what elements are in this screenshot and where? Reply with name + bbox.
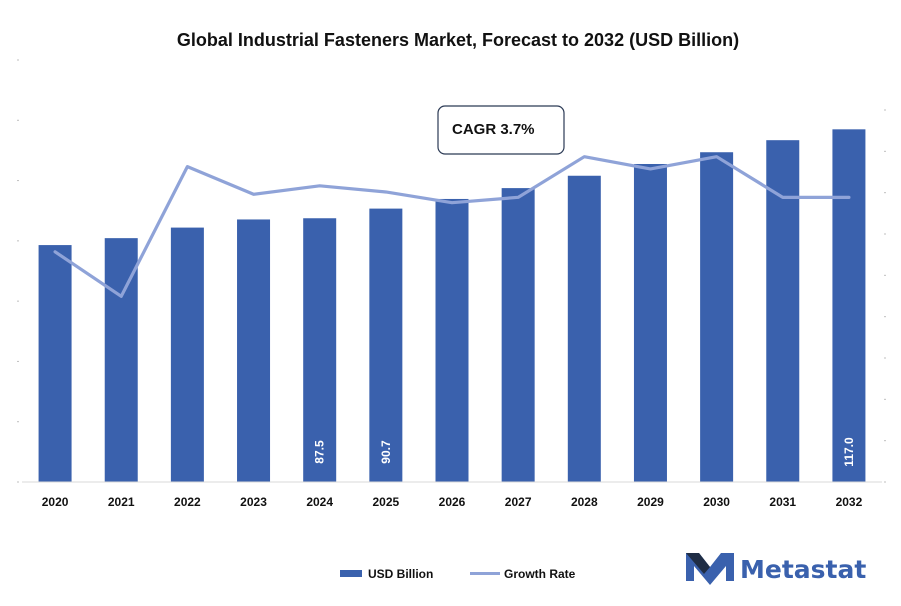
data-label-2032: 117.0 xyxy=(842,437,856,467)
left-axis-ticks xyxy=(17,59,19,483)
x-tick-label: 2025 xyxy=(372,495,399,509)
x-tick-label: 2029 xyxy=(637,495,664,509)
bar-2026 xyxy=(435,198,469,483)
left-axis-tick xyxy=(17,421,19,423)
bar-2028 xyxy=(567,175,601,482)
x-tick-label: 2030 xyxy=(703,495,730,509)
x-tick-label: 2021 xyxy=(108,495,135,509)
right-axis-tick xyxy=(884,150,886,152)
x-tick-label: 2020 xyxy=(42,495,69,509)
right-axis-tick xyxy=(884,316,886,318)
cagr-callout-box xyxy=(437,105,565,155)
data-label-2024: 87.5 xyxy=(313,440,327,464)
right-axis-tick xyxy=(884,481,886,483)
data-label-2025: 90.7 xyxy=(379,440,393,464)
cagr-callout: CAGR 3.7% xyxy=(437,105,565,155)
left-axis-tick xyxy=(17,240,19,242)
data-labels: 87.5 90.7 117.0 xyxy=(313,437,856,467)
chart-title: Global Industrial Fasteners Market, Fore… xyxy=(177,30,739,50)
x-tick-label: 2026 xyxy=(439,495,466,509)
growth-rate-line xyxy=(53,155,851,298)
bar-series xyxy=(38,129,866,483)
right-axis-tick xyxy=(884,440,886,442)
right-axis-tick xyxy=(884,274,886,276)
right-axis-ticks xyxy=(884,109,886,483)
cagr-callout-text: CAGR 3.7% xyxy=(452,121,535,138)
right-axis-tick xyxy=(884,357,886,359)
left-axis-tick xyxy=(17,360,19,362)
left-axis-tick xyxy=(17,180,19,182)
x-tick-label: 2028 xyxy=(571,495,598,509)
legend-label-growth-rate: Growth Rate xyxy=(504,567,576,581)
bar-2021 xyxy=(104,238,138,482)
legend: USD Billion Growth Rate xyxy=(340,567,576,581)
left-axis-tick xyxy=(17,481,19,483)
x-tick-label: 2022 xyxy=(174,495,201,509)
bar-2029 xyxy=(633,163,667,482)
bar-2024 xyxy=(303,218,337,482)
x-tick-label: 2031 xyxy=(769,495,796,509)
left-axis-tick xyxy=(17,59,19,61)
bar-2020 xyxy=(38,245,72,482)
x-tick-label: 2023 xyxy=(240,495,267,509)
right-axis-tick xyxy=(884,192,886,194)
brand-logo: Metastat xyxy=(686,553,866,585)
bar-2025 xyxy=(369,208,403,482)
right-axis-tick xyxy=(884,398,886,400)
metastat-m-logo-accent-icon xyxy=(686,553,710,574)
legend-swatch-usd-billion xyxy=(340,570,362,577)
x-tick-label: 2024 xyxy=(306,495,333,509)
brand-name: Metastat xyxy=(740,555,866,584)
bar-2023 xyxy=(237,219,271,482)
x-tick-labels: 2020 2021 2022 2023 2024 2025 2026 2027 2028 2029… xyxy=(42,495,863,509)
left-axis-tick xyxy=(17,119,19,121)
bar-2027 xyxy=(501,188,535,482)
x-tick-label: 2027 xyxy=(505,495,532,509)
bar-2032 xyxy=(832,129,866,483)
bar-2030 xyxy=(700,152,734,483)
right-axis-tick xyxy=(884,233,886,235)
left-axis-tick xyxy=(17,300,19,302)
bar-2022 xyxy=(170,227,204,482)
x-tick-label: 2032 xyxy=(836,495,863,509)
right-axis-tick xyxy=(884,109,886,111)
growth-rate-series xyxy=(53,155,851,298)
legend-label-usd-billion: USD Billion xyxy=(368,567,433,581)
